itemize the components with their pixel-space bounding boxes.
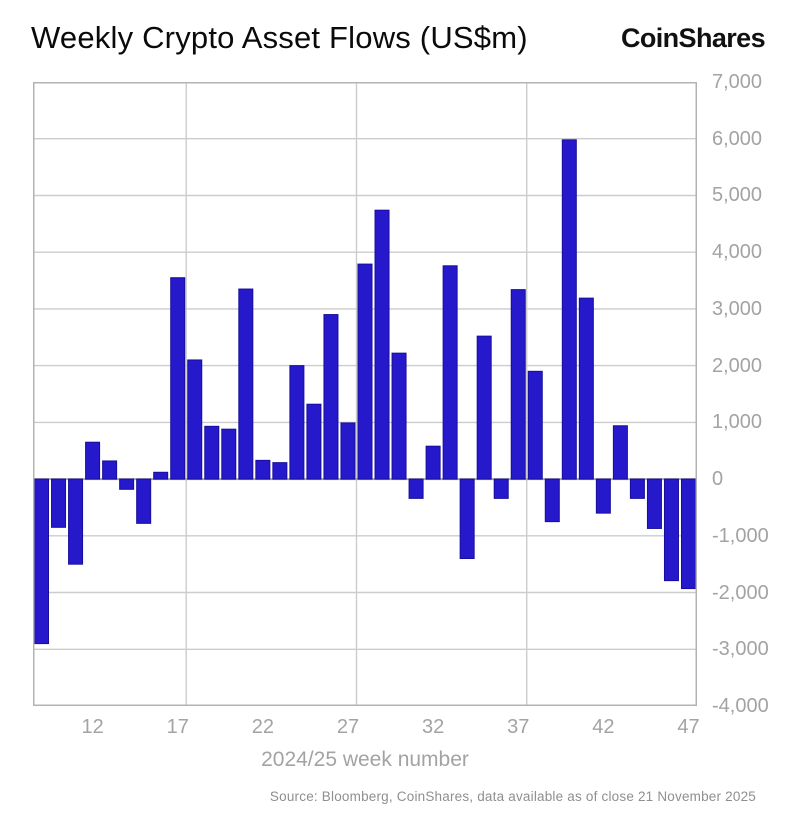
y-tick-label: 2,000: [712, 354, 763, 377]
y-tick-label: -3,000: [712, 638, 769, 661]
y-axis-labels: 7,000 6,000 5,000 4,000 3,000 2,000 1,000 0 -1,0…: [712, 71, 786, 717]
bar-week-34: [459, 478, 475, 560]
bar-week-47: [680, 478, 696, 590]
x-tick-label: 12: [81, 716, 104, 738]
bar-week-35: [476, 335, 492, 480]
x-tick-label: 37: [507, 716, 530, 738]
y-tick-label: -2,000: [712, 581, 769, 604]
bar-week-42: [595, 478, 611, 514]
y-tick-label: 3,000: [712, 297, 763, 320]
coinshares-logo: CoinShares: [620, 23, 766, 53]
source-note: Source: Bloomberg, CoinShares, data avai…: [269, 789, 756, 804]
bar-week-39: [544, 478, 560, 523]
bar-week-25: [306, 403, 322, 480]
x-tick-label: 32: [421, 716, 445, 738]
bar-week-26: [323, 314, 339, 480]
bar-week-18: [187, 359, 203, 480]
bar-week-19: [204, 425, 220, 480]
bar-week-27: [340, 422, 356, 480]
bar-week-31: [408, 478, 424, 499]
y-tick-label: 6,000: [712, 127, 763, 150]
bar-week-33: [442, 265, 458, 480]
bar-week-37: [510, 289, 526, 480]
bar-week-24: [289, 365, 305, 480]
bar-week-12: [85, 441, 101, 480]
bar-week-10: [51, 478, 67, 528]
bar-week-46: [663, 478, 679, 582]
bar-week-45: [646, 478, 662, 529]
x-tick-label: 47: [677, 716, 700, 738]
y-tick-label: 5,000: [712, 184, 763, 207]
y-tick-label: -4,000: [712, 695, 769, 717]
y-tick-label: -1,000: [712, 524, 769, 547]
bar-week-16: [153, 471, 169, 480]
plot-frame: [33, 82, 697, 706]
x-tick-label: 22: [251, 716, 274, 738]
bar-week-28: [357, 263, 373, 480]
bar-week-30: [391, 352, 407, 480]
bar-week-43: [612, 425, 628, 480]
bar-week-41: [578, 297, 594, 480]
bar-week-23: [272, 462, 288, 480]
bar-week-36: [493, 478, 509, 499]
x-tick-label: 17: [166, 716, 189, 738]
x-tick-label: 42: [592, 716, 615, 738]
bar-week-40: [561, 139, 577, 480]
bar-week-32: [425, 445, 441, 480]
bar-week-38: [527, 370, 543, 480]
bar-week-14: [119, 478, 135, 490]
y-tick-label: 0: [712, 468, 724, 491]
bar-week-20: [221, 428, 237, 480]
bar-week-21: [238, 288, 254, 480]
y-tick-label: 1,000: [712, 411, 763, 434]
bar-week-13: [102, 460, 118, 480]
bar-week-29: [374, 209, 390, 480]
chart-title: Weekly Crypto Asset Flows (US$m): [31, 20, 528, 55]
bar-week-15: [136, 478, 152, 524]
y-tick-label: 7,000: [712, 71, 763, 93]
x-axis-title: 2024/25 week number: [261, 748, 469, 771]
bar-week-17: [170, 277, 186, 480]
bar-week-9: [34, 478, 50, 645]
bar-week-11: [68, 478, 84, 565]
y-tick-label: 4,000: [712, 241, 763, 264]
x-tick-label: 27: [336, 716, 360, 738]
plot-area: [33, 82, 697, 706]
bar-week-22: [255, 459, 271, 480]
x-axis-labels: 12 17 22 27 32 37 42 47: [33, 716, 699, 742]
plot-svg: [33, 82, 697, 706]
bar-week-44: [629, 478, 645, 499]
